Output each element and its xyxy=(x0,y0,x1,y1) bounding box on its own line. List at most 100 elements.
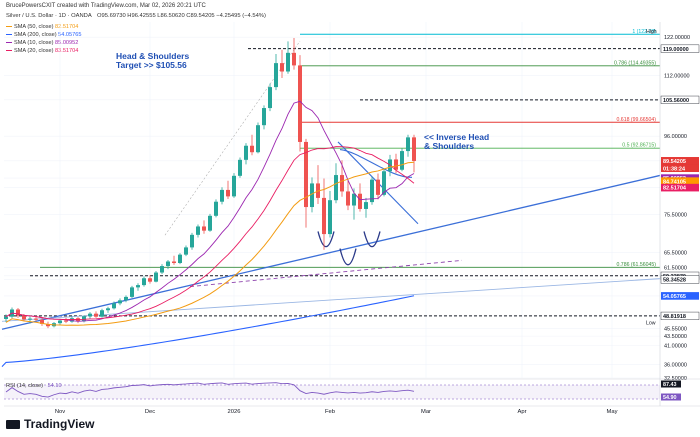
rsi-label: RSI (14, close) xyxy=(6,383,43,389)
sma50-line xyxy=(6,162,414,325)
candle xyxy=(154,271,158,282)
candle-body xyxy=(22,316,26,320)
price-badge: 01:38:24 xyxy=(661,164,699,172)
candle xyxy=(370,177,374,205)
candle-body xyxy=(334,175,338,200)
candle xyxy=(250,135,254,156)
price-badge-text: 58.34528 xyxy=(663,278,686,284)
candle-body xyxy=(94,314,98,317)
candle-body xyxy=(124,297,128,300)
inverse-hs-annotation: << Inverse Head & Shoulders xyxy=(424,133,489,151)
candle-body xyxy=(274,63,278,87)
candle-body xyxy=(280,63,284,71)
candle xyxy=(208,214,212,232)
candle-body xyxy=(232,176,236,197)
candle-body xyxy=(406,137,410,151)
candle xyxy=(274,54,278,90)
price-badge: 119.00000 xyxy=(661,45,699,53)
candle-body xyxy=(256,125,260,152)
purple-dashed-trend xyxy=(190,260,462,286)
low-marker: Low xyxy=(646,320,656,326)
candle-body xyxy=(364,202,368,209)
candle xyxy=(202,220,206,233)
fib-level-label: 0.786 (114.49355) xyxy=(614,60,656,66)
candle-body xyxy=(292,53,296,66)
candle-body xyxy=(154,273,158,282)
candle xyxy=(400,148,404,171)
time-tick-label: Apr xyxy=(517,409,526,415)
candle-body xyxy=(190,235,194,248)
fib-level-label: 0.618 (99.66504) xyxy=(616,117,656,123)
candle xyxy=(184,245,188,256)
candle xyxy=(292,38,296,70)
candle-body xyxy=(160,266,164,272)
candle xyxy=(346,180,350,210)
candle-body xyxy=(88,314,92,317)
rsi-tick-label: 54.90 xyxy=(663,395,677,401)
price-badge-text: 54.05765 xyxy=(663,294,686,300)
rsi-legend: RSI (14, close) 54.10 xyxy=(6,383,62,389)
candle-body xyxy=(298,65,302,142)
candle-body xyxy=(214,202,218,216)
candle xyxy=(196,225,200,238)
price-tick-label: 36.00000 xyxy=(664,363,687,369)
candle-body xyxy=(196,226,200,234)
candle-body xyxy=(268,87,272,108)
price-badge-text: 82.51704 xyxy=(663,186,687,192)
candle-body xyxy=(172,261,176,263)
candle-body xyxy=(286,53,290,72)
price-tick-label: 65.50000 xyxy=(664,250,687,256)
candle xyxy=(244,143,248,164)
candle xyxy=(316,165,320,204)
candle-body xyxy=(136,285,140,287)
candle xyxy=(214,199,218,217)
tradingview-logo[interactable]: TradingView xyxy=(6,417,94,431)
candle xyxy=(136,283,140,291)
price-badge: 82.51704 xyxy=(661,184,699,192)
price-tick-label: 61.50000 xyxy=(664,266,687,272)
candle xyxy=(412,135,416,173)
fib-level-label: 0.786 (61.56045) xyxy=(616,262,656,268)
candle-body xyxy=(358,194,362,209)
candle xyxy=(280,50,284,78)
time-tick-label: May xyxy=(607,409,618,415)
candle xyxy=(88,312,92,318)
grey-channel-line xyxy=(165,41,300,235)
candle-body xyxy=(352,194,356,206)
candle xyxy=(262,105,266,129)
candle xyxy=(100,309,104,318)
candle xyxy=(148,275,152,283)
time-tick-label: Mar xyxy=(421,409,431,415)
candle xyxy=(190,233,194,250)
candle-body xyxy=(412,137,416,161)
price-badge: 89.54205 xyxy=(661,157,699,165)
candle-body xyxy=(250,146,254,152)
price-badge: 105.56000 xyxy=(661,96,699,104)
sma10-line xyxy=(6,101,414,321)
time-tick-label: Dec xyxy=(145,409,155,415)
candle-body xyxy=(202,226,206,230)
candle xyxy=(328,191,332,237)
candle-body xyxy=(376,180,380,195)
candle-body xyxy=(28,319,32,320)
high-marker: High xyxy=(646,29,657,35)
candle xyxy=(406,135,410,157)
price-badge-text: 119.00000 xyxy=(663,47,689,53)
price-badge-text: 89.54205 xyxy=(663,159,686,165)
price-tick-label: 112.00000 xyxy=(664,73,690,79)
price-tick-label: 96.00000 xyxy=(664,134,687,140)
candle-body xyxy=(346,191,350,205)
price-tick-label: 122.00000 xyxy=(664,35,690,41)
candle xyxy=(64,318,68,323)
sma200-line xyxy=(2,296,414,367)
candle-body xyxy=(340,175,344,191)
candle-body xyxy=(226,190,230,196)
candle xyxy=(268,84,272,111)
candle-body xyxy=(262,108,266,125)
candle xyxy=(238,158,242,178)
candle xyxy=(286,41,290,73)
candle-body xyxy=(220,190,224,202)
candle xyxy=(178,253,182,264)
